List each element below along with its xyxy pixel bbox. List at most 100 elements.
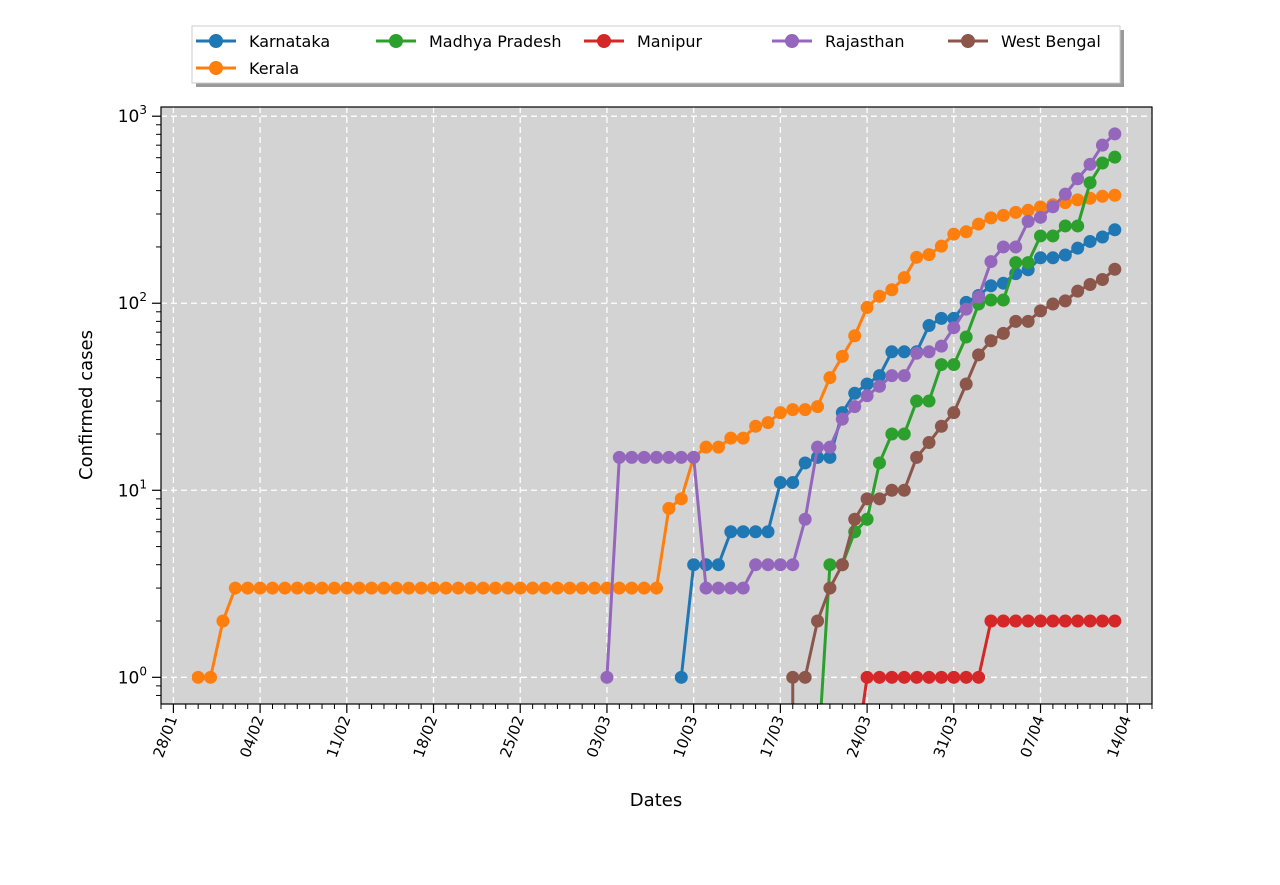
data-point-kerala [934, 239, 948, 253]
x-tick-label: 31/03 [930, 713, 962, 760]
data-point-kerala [228, 581, 242, 595]
data-point-kerala [327, 581, 341, 595]
data-point-kerala [959, 225, 973, 239]
x-tick-label: 17/03 [756, 713, 788, 760]
data-point-madhya-pradesh [1058, 219, 1072, 233]
data-point-west-bengal [872, 492, 886, 506]
data-point-kerala [897, 271, 911, 285]
y-tick-exponent: 1 [139, 477, 147, 491]
data-point-kerala [265, 581, 279, 595]
data-point-kerala [637, 581, 651, 595]
data-point-kerala [860, 300, 874, 314]
legend-marker-rajasthan [785, 34, 799, 48]
data-point-rajasthan [625, 450, 639, 464]
data-point-karnataka [823, 450, 837, 464]
data-point-manipur [1046, 614, 1060, 628]
data-point-madhya-pradesh [1034, 229, 1048, 243]
data-point-kerala [761, 416, 775, 430]
data-point-rajasthan [650, 450, 663, 464]
data-point-karnataka [699, 558, 713, 572]
data-point-rajasthan [984, 255, 998, 269]
data-point-madhya-pradesh [1021, 256, 1035, 270]
data-point-karnataka [885, 345, 899, 359]
data-point-kerala [885, 283, 899, 297]
data-point-kerala [588, 581, 602, 595]
data-point-west-bengal [860, 492, 874, 506]
data-point-rajasthan [1009, 240, 1023, 254]
data-point-rajasthan [1021, 214, 1035, 228]
data-point-west-bengal [1083, 277, 1097, 291]
data-point-karnataka [749, 525, 763, 539]
data-point-kerala [513, 581, 527, 595]
y-tick-exponent: 2 [139, 290, 147, 304]
data-point-manipur [984, 614, 998, 628]
x-axis-label: Dates [630, 790, 682, 811]
data-point-kerala [315, 581, 329, 595]
data-point-karnataka [1071, 241, 1085, 255]
data-point-kerala [612, 581, 626, 595]
data-point-manipur [1021, 614, 1035, 628]
data-point-west-bengal [947, 406, 961, 420]
data-point-karnataka [897, 345, 911, 359]
data-point-rajasthan [996, 240, 1010, 254]
data-point-rajasthan [798, 512, 812, 526]
data-point-madhya-pradesh [897, 427, 911, 441]
data-point-west-bengal [1058, 294, 1072, 308]
data-point-rajasthan [749, 558, 763, 572]
data-point-kerala [996, 208, 1010, 222]
data-point-kerala [550, 581, 564, 595]
data-point-karnataka [674, 670, 688, 684]
data-point-kerala [402, 581, 416, 595]
data-point-rajasthan [1034, 210, 1048, 224]
data-point-rajasthan [761, 558, 775, 572]
data-point-manipur [1071, 614, 1085, 628]
data-point-rajasthan [1108, 127, 1122, 141]
plot-background [161, 107, 1152, 704]
data-point-manipur [1009, 614, 1023, 628]
data-point-kerala [253, 581, 267, 595]
data-point-kerala [340, 581, 354, 595]
data-point-west-bengal [1071, 284, 1085, 298]
y-tick-label: 103 [118, 103, 147, 127]
legend-marker-manipur [597, 34, 611, 48]
data-point-west-bengal [897, 483, 911, 497]
data-point-west-bengal [910, 450, 924, 464]
data-point-kerala [625, 581, 639, 595]
y-tick-base: 10 [118, 668, 140, 688]
data-point-madhya-pradesh [1046, 229, 1060, 243]
data-point-madhya-pradesh [959, 330, 973, 344]
data-point-karnataka [1046, 251, 1060, 265]
data-point-kerala [204, 670, 218, 684]
y-tick-exponent: 0 [139, 664, 147, 678]
legend-label: Rajasthan [825, 32, 905, 51]
data-point-madhya-pradesh [860, 512, 874, 526]
data-point-manipur [860, 670, 874, 684]
legend-label: West Bengal [1001, 32, 1101, 51]
data-point-madhya-pradesh [872, 456, 886, 470]
data-point-rajasthan [823, 440, 837, 454]
data-point-rajasthan [699, 581, 713, 595]
x-tick-label: 11/02 [323, 713, 355, 760]
data-point-karnataka [922, 319, 936, 333]
data-point-karnataka [848, 386, 862, 400]
data-point-karnataka [736, 525, 750, 539]
data-point-rajasthan [910, 346, 924, 360]
data-point-kerala [798, 403, 812, 417]
legend-marker-west-bengal [961, 34, 975, 48]
data-point-karnataka [724, 525, 738, 539]
data-point-rajasthan [811, 440, 825, 454]
data-point-rajasthan [773, 558, 787, 572]
data-point-kerala [910, 250, 924, 264]
data-point-manipur [934, 670, 948, 684]
data-point-kerala [872, 289, 886, 303]
data-point-kerala [972, 217, 986, 231]
x-tick-label: 18/02 [410, 713, 442, 760]
data-point-manipur [1083, 614, 1097, 628]
data-point-rajasthan [736, 581, 750, 595]
legend-marker-karnataka [209, 34, 223, 48]
data-point-kerala [674, 492, 688, 506]
data-point-kerala [1034, 200, 1048, 214]
data-point-kerala [823, 371, 837, 385]
data-point-kerala [711, 440, 725, 454]
